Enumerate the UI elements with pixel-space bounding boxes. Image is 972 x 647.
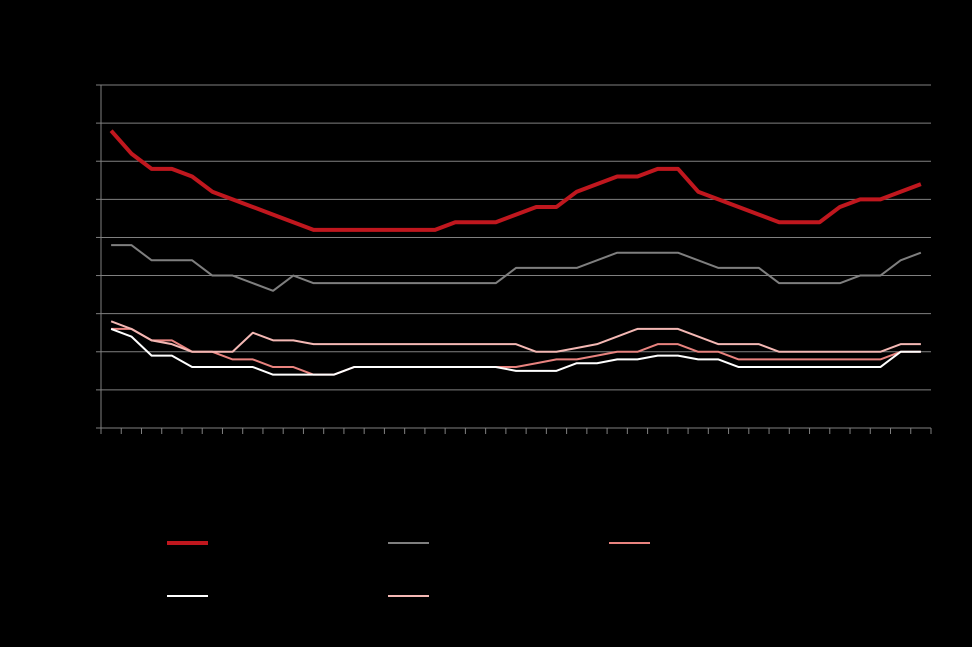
series-line	[111, 327, 921, 376]
series-line	[110, 327, 921, 376]
series-line	[109, 129, 922, 232]
series-line	[110, 320, 921, 353]
series-line	[111, 244, 922, 292]
